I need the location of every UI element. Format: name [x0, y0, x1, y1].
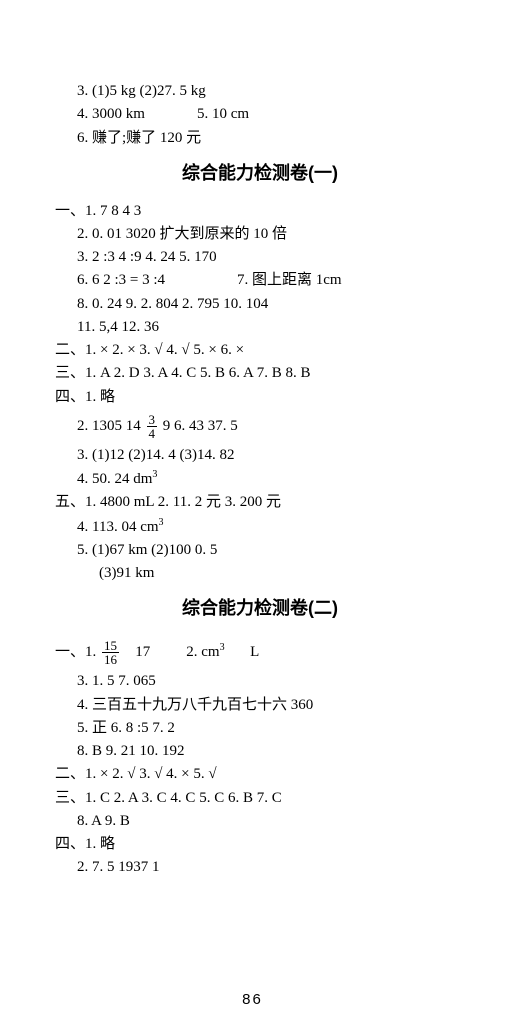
t1s1-l4: 6. 6 2 :3 = 3 :47. 图上距离 1cm [55, 269, 465, 292]
t1s5-l3: 5. (1)67 km (2)100 0. 5 [55, 539, 465, 562]
t2s4-head: 四、1. 略 [55, 833, 465, 856]
fraction-icon: 34 [147, 413, 158, 440]
t2s1-l3: 4. 三百五十九万八千九百七十六 360 [55, 694, 465, 717]
top-l3: 6. 赚了;赚了 120 元 [55, 127, 465, 150]
t2s1-l2: 3. 1. 5 7. 065 [55, 670, 465, 693]
t1s1-l3: 3. 2 :3 4 :9 4. 24 5. 170 [55, 246, 465, 269]
t2s3-head: 三、1. C 2. A 3. C 4. C 5. C 6. B 7. C [55, 787, 465, 810]
fraction-icon: 1516 [102, 639, 119, 666]
t2s4-l2: 2. 7. 5 1937 1 [55, 856, 465, 879]
t1s5-head: 五、1. 4800 mL 2. 11. 2 元 3. 200 元 [55, 491, 465, 514]
top-l2: 4. 3000 km5. 10 cm [55, 103, 465, 126]
t1s1-l5: 8. 0. 24 9. 2. 804 2. 795 10. 104 [55, 293, 465, 316]
t1s1-l6: 11. 5,4 12. 36 [55, 316, 465, 339]
t1s3: 三、1. A 2. D 3. A 4. C 5. B 6. A 7. B 8. … [55, 362, 465, 385]
top-l1: 3. (1)5 kg (2)27. 5 kg [55, 80, 465, 103]
t2s2: 二、1. × 2. √ 3. √ 4. × 5. √ [55, 763, 465, 786]
t1s4-head: 四、1. 略 [55, 386, 465, 409]
t1s1-head: 一、1. 7 8 4 3 [55, 200, 465, 223]
t1s5-l2: 4. 113. 04 cm3 [55, 515, 465, 539]
t1s4-l3: 3. (1)12 (2)14. 4 (3)14. 82 [55, 444, 465, 467]
test1-title: 综合能力检测卷(一) [55, 160, 465, 188]
test2-title: 综合能力检测卷(二) [55, 595, 465, 623]
t1s1-l2: 2. 0. 01 3020 扩大到原来的 10 倍 [55, 223, 465, 246]
page-number: 86 [0, 988, 505, 1011]
t1s4-l4: 4. 50. 24 dm3 [55, 467, 465, 491]
t1s2: 二、1. × 2. × 3. √ 4. √ 5. × 6. × [55, 339, 465, 362]
t1s4-l2: 2. 1305 14 34 9 6. 43 37. 5 [55, 409, 465, 444]
t2s1-l5: 8. B 9. 21 10. 192 [55, 740, 465, 763]
t2s1-l4: 5. 正 6. 8 :5 7. 2 [55, 717, 465, 740]
t2s3-l2: 8. A 9. B [55, 810, 465, 833]
t1s5-l4: (3)91 km [55, 562, 465, 585]
t2s1-head: 一、1. 1516 17 2. cm3 L [55, 635, 465, 670]
